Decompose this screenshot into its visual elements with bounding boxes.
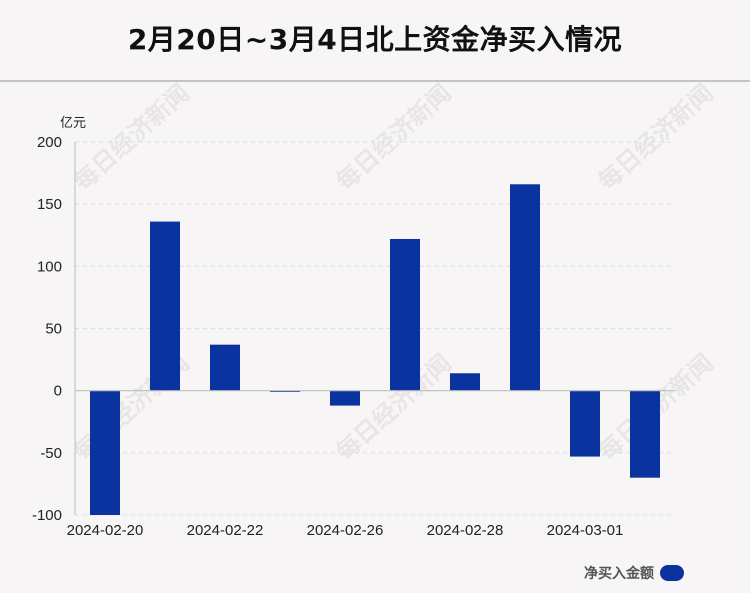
y-tick-label: 150 [37, 196, 62, 213]
legend: 净买入金额 [584, 563, 684, 583]
bar [210, 344, 240, 391]
x-tick-label: 2024-02-26 [307, 522, 384, 539]
bar [90, 390, 120, 515]
bar [270, 390, 300, 392]
y-tick-label: -50 [40, 445, 62, 462]
x-tick-label: 2024-03-01 [547, 522, 624, 539]
y-tick-label: 50 [45, 321, 62, 338]
bar [630, 390, 660, 478]
legend-label: 净买入金额 [584, 566, 654, 582]
y-tick-label: 200 [37, 134, 62, 151]
bar [330, 390, 360, 406]
y-tick-label: -100 [32, 507, 62, 524]
title-divider [0, 80, 750, 82]
y-axis-unit: 亿元 [60, 116, 87, 131]
y-tick-label: 100 [37, 258, 62, 275]
bar [510, 184, 540, 391]
bar [450, 373, 480, 391]
x-tick-label: 2024-02-20 [67, 522, 144, 539]
bar [390, 238, 420, 391]
bar [570, 390, 600, 457]
chart-title: 2月20日~3月4日北上资金净买入情况 [127, 23, 623, 56]
y-tick-label: 0 [54, 383, 62, 400]
legend-swatch [660, 565, 684, 581]
bar [150, 221, 180, 391]
x-tick-label: 2024-02-28 [427, 522, 504, 539]
x-tick-label: 2024-02-22 [187, 522, 264, 539]
